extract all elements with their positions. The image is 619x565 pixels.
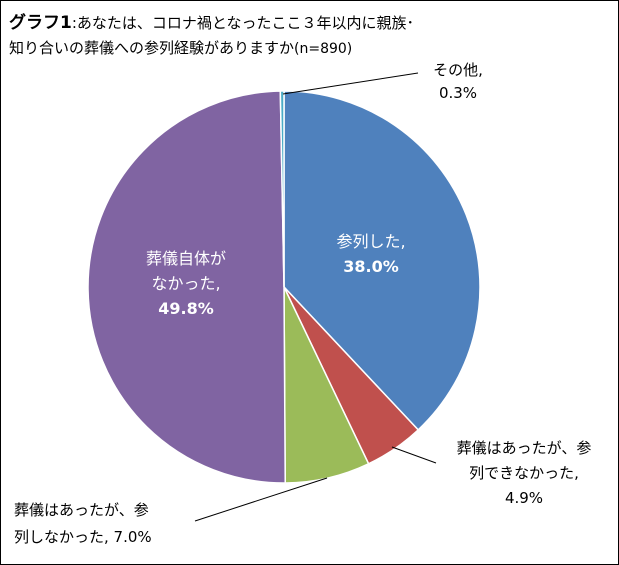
leader-line-other: [282, 72, 419, 95]
leader-line-did-not-attend: [194, 477, 328, 522]
pie-slices: [87, 90, 481, 484]
leader-lines: [194, 72, 437, 522]
slice-label-line: 葬儀自体が: [146, 249, 226, 268]
slice-label-line: 列できなかった,: [469, 464, 579, 482]
slice-label-did-not-attend: 葬儀はあったが、参列しなかった, 7.0%: [14, 501, 152, 546]
slice-value-label: 49.8%: [158, 299, 214, 318]
slice-value-label: 38.0%: [343, 257, 399, 276]
leader-line-could-not-attend: [391, 446, 437, 464]
pie-slice-participated: [283, 90, 481, 431]
slice-label-line: 列しなかった, 7.0%: [14, 528, 152, 546]
slice-label-participated: 参列した, 38.0%: [336, 232, 405, 276]
slice-value-label: 0.3%: [439, 84, 477, 102]
slice-label-no-funeral: 葬儀自体がなかった, 49.8%: [146, 249, 226, 318]
pie-slice-no-funeral: [87, 90, 286, 484]
slice-label-line: 参列した,: [336, 232, 405, 251]
chart-title-text: :あなたは、コロナ禍となったここ３年以内に親族･知り合いの葬儀への参列経験があり…: [9, 14, 414, 57]
pie-slice-other: [279, 90, 285, 288]
slice-value-label: 4.9%: [505, 489, 543, 507]
slice-label-other: その他, 0.3%: [433, 61, 483, 102]
slice-label-line: その他,: [433, 61, 483, 79]
chart-title: グラフ1:あなたは、コロナ禍となったここ３年以内に親族･知り合いの葬儀への参列経…: [9, 11, 419, 62]
slice-label-line: なかった,: [151, 274, 220, 293]
slice-label-could-not-attend: 葬儀はあったが、参列できなかった, 4.9%: [457, 439, 592, 507]
slice-labels: 参列した, 38.0%葬儀はあったが、参列できなかった, 4.9%葬儀はあったが、参…: [14, 61, 591, 546]
chart-title-sample-size: (n=890): [294, 41, 353, 57]
slice-label-line: 葬儀はあったが、参: [457, 439, 592, 457]
chart-title-prefix: グラフ1: [9, 13, 72, 33]
slice-label-line: 葬儀はあったが、参: [14, 501, 149, 519]
